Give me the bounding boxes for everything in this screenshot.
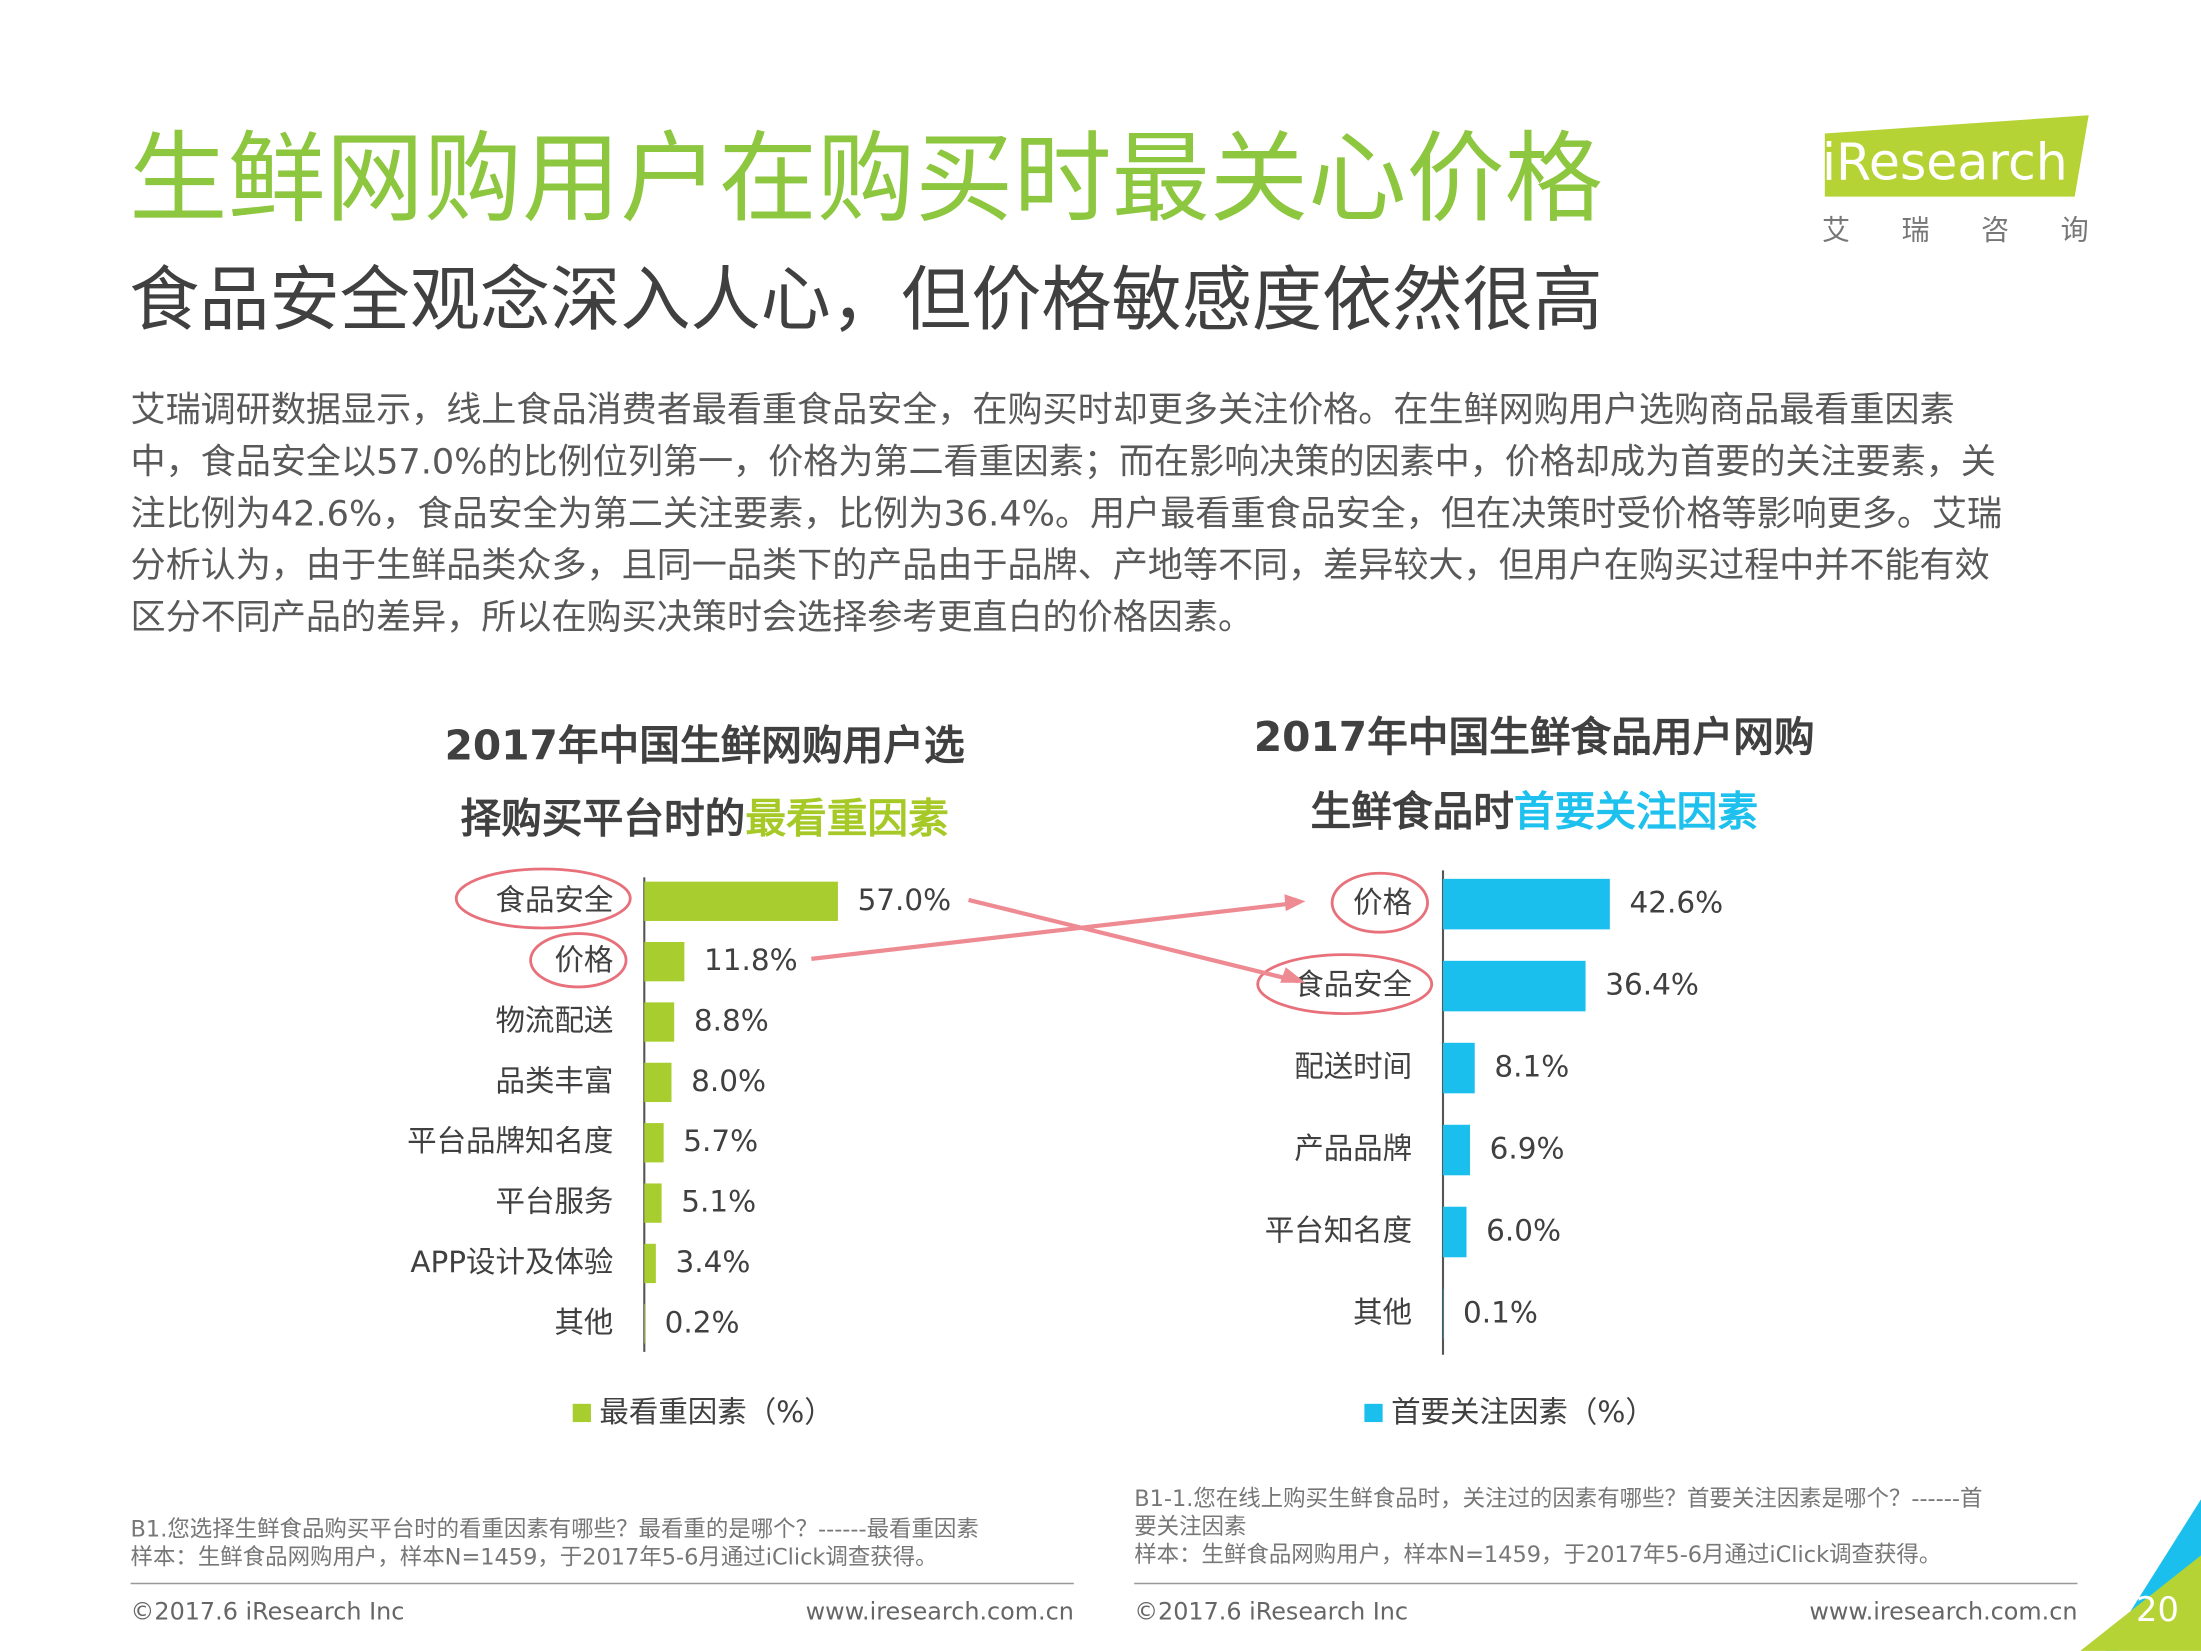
subtitle: 食品安全观念深入人心，但价格敏感度依然很高	[129, 259, 1603, 341]
chart-title-part: 2017年中国生鲜食品用户网购	[1254, 713, 1815, 761]
value-label: 6.9%	[1490, 1132, 1565, 1166]
copyright: ©2017.6 iResearch Inc	[1134, 1597, 1408, 1625]
value-label: 0.2%	[665, 1305, 740, 1339]
note-line: 样本：生鲜食品网购用户，样本N=1459，于2017年5-6月通过iClick调…	[1134, 1542, 1941, 1568]
url: www.iresearch.com.cn	[1809, 1597, 2077, 1625]
value-label: 42.6%	[1629, 886, 1723, 920]
bar	[1443, 878, 1610, 930]
category-label: 品类丰富	[496, 1064, 614, 1098]
value-label: 8.8%	[694, 1004, 769, 1038]
category-label: 其他	[1353, 1295, 1412, 1329]
category-label: APP设计及体验	[410, 1245, 613, 1279]
category-label: 食品安全	[496, 883, 614, 917]
paragraph-line: 艾瑞调研数据显示，线上食品消费者最看重食品安全，在购买时却更多关注价格。在生鲜网…	[131, 389, 1955, 430]
value-label: 36.4%	[1605, 968, 1699, 1002]
bar	[1443, 1206, 1467, 1258]
value-label: 6.0%	[1486, 1214, 1561, 1248]
logo-shape	[1824, 115, 2089, 197]
legend-label: 最看重因素（%）	[599, 1395, 833, 1429]
category-label: 其他	[554, 1305, 613, 1339]
bar	[1443, 960, 1586, 1012]
circle	[454, 867, 632, 930]
paragraph-line: 区分不同产品的差异，所以在购买决策时会选择参考更直白的价格因素。	[131, 597, 1254, 638]
title: 生鲜网购用户在购买时最关心价格	[129, 122, 1603, 236]
bar	[644, 1002, 675, 1042]
bar	[1443, 1124, 1471, 1176]
arrow	[811, 900, 1299, 961]
corner-green	[2080, 1555, 2201, 1651]
value-label: 11.8%	[704, 943, 798, 977]
note-line: 样本：生鲜食品网购用户，样本N=1459，于2017年5-6月通过iClick调…	[131, 1545, 938, 1571]
value-label: 5.7%	[683, 1124, 758, 1158]
bar	[644, 1123, 664, 1163]
legend-swatch	[1364, 1403, 1383, 1423]
value-label: 5.1%	[681, 1185, 756, 1219]
copyright: ©2017.6 iResearch Inc	[131, 1597, 405, 1625]
chart-title-part: 生鲜食品时	[1310, 787, 1513, 835]
chart-title: 2017年中国生鲜食品用户网购	[1254, 713, 1815, 761]
legend-label: 首要关注因素（%）	[1391, 1395, 1655, 1429]
category-label: 配送时间	[1294, 1050, 1412, 1084]
chart-title-highlight: 最看重因素	[745, 794, 948, 842]
bar	[644, 942, 685, 982]
annotations	[454, 867, 1434, 1015]
paragraph-line: 注比例为42.6%，食品安全为第二关注要素，比例为36.4%。用户最看重食品安全…	[131, 493, 2003, 534]
category-label: 平台服务	[496, 1185, 614, 1219]
paragraph-line: 中，食品安全以57.0%的比例位列第一，价格为第二看重因素；而在影响决策的因素中…	[131, 441, 1996, 482]
legend-swatch	[572, 1403, 591, 1423]
arrowhead	[1284, 894, 1306, 912]
value-label: 8.0%	[691, 1064, 766, 1098]
category-label: 价格	[554, 943, 613, 977]
chart-title: 生鲜食品时首要关注因素	[1310, 787, 1758, 835]
chart-title-highlight: 首要关注因素	[1514, 787, 1758, 835]
value-label: 8.1%	[1494, 1050, 1569, 1084]
notes: B1.您选择生鲜食品购买平台时的看重因素有哪些？最看重的是哪个？------最看…	[131, 1486, 1983, 1571]
arrowhead	[1280, 967, 1306, 983]
note-line: 要关注因素	[1134, 1514, 1246, 1540]
chart-title: 择购买平台时的最看重因素	[461, 794, 949, 842]
note-line: B1-1.您在线上购买生鲜食品时，关注过的因素有哪些？首要关注因素是哪个？---…	[1134, 1486, 1982, 1512]
chart-title-part: 2017年中国生鲜网购用户选	[445, 721, 965, 769]
circle	[529, 932, 628, 989]
note-line: B1.您选择生鲜食品购买平台时的看重因素有哪些？最看重的是哪个？------最看…	[131, 1517, 979, 1543]
bar	[644, 881, 838, 921]
category-label: 食品安全	[1294, 968, 1412, 1002]
chart-title-part: 择购买平台时的	[461, 794, 746, 842]
paragraph: 艾瑞调研数据显示，线上食品消费者最看重食品安全，在购买时却更多关注价格。在生鲜网…	[131, 389, 2003, 638]
value-label: 57.0%	[858, 883, 952, 917]
category-label: 物流配送	[496, 1004, 614, 1038]
page-number: 20	[2136, 1590, 2179, 1629]
circle	[1330, 871, 1429, 934]
logo: iResearch	[1822, 132, 2068, 191]
category-label: 平台品牌知名度	[407, 1124, 613, 1158]
value-label: 3.4%	[675, 1245, 750, 1279]
bar	[1443, 1042, 1475, 1094]
arrow	[968, 897, 1299, 984]
circle	[1256, 953, 1434, 1015]
category-label: 价格	[1353, 886, 1412, 920]
category-label: 平台知名度	[1265, 1214, 1412, 1248]
bar	[644, 1062, 672, 1103]
chart-title: 2017年中国生鲜网购用户选	[445, 721, 965, 769]
bar	[644, 1243, 656, 1284]
bar	[644, 1183, 662, 1223]
bar	[644, 1304, 645, 1344]
url: www.iresearch.com.cn	[806, 1597, 1074, 1625]
paragraph-line: 分析认为，由于生鲜品类众多，且同一品类下的产品由于品牌、产地等不同，差异较大，但…	[131, 545, 1990, 586]
value-label: 0.1%	[1463, 1295, 1538, 1329]
category-label: 产品品牌	[1294, 1132, 1412, 1166]
